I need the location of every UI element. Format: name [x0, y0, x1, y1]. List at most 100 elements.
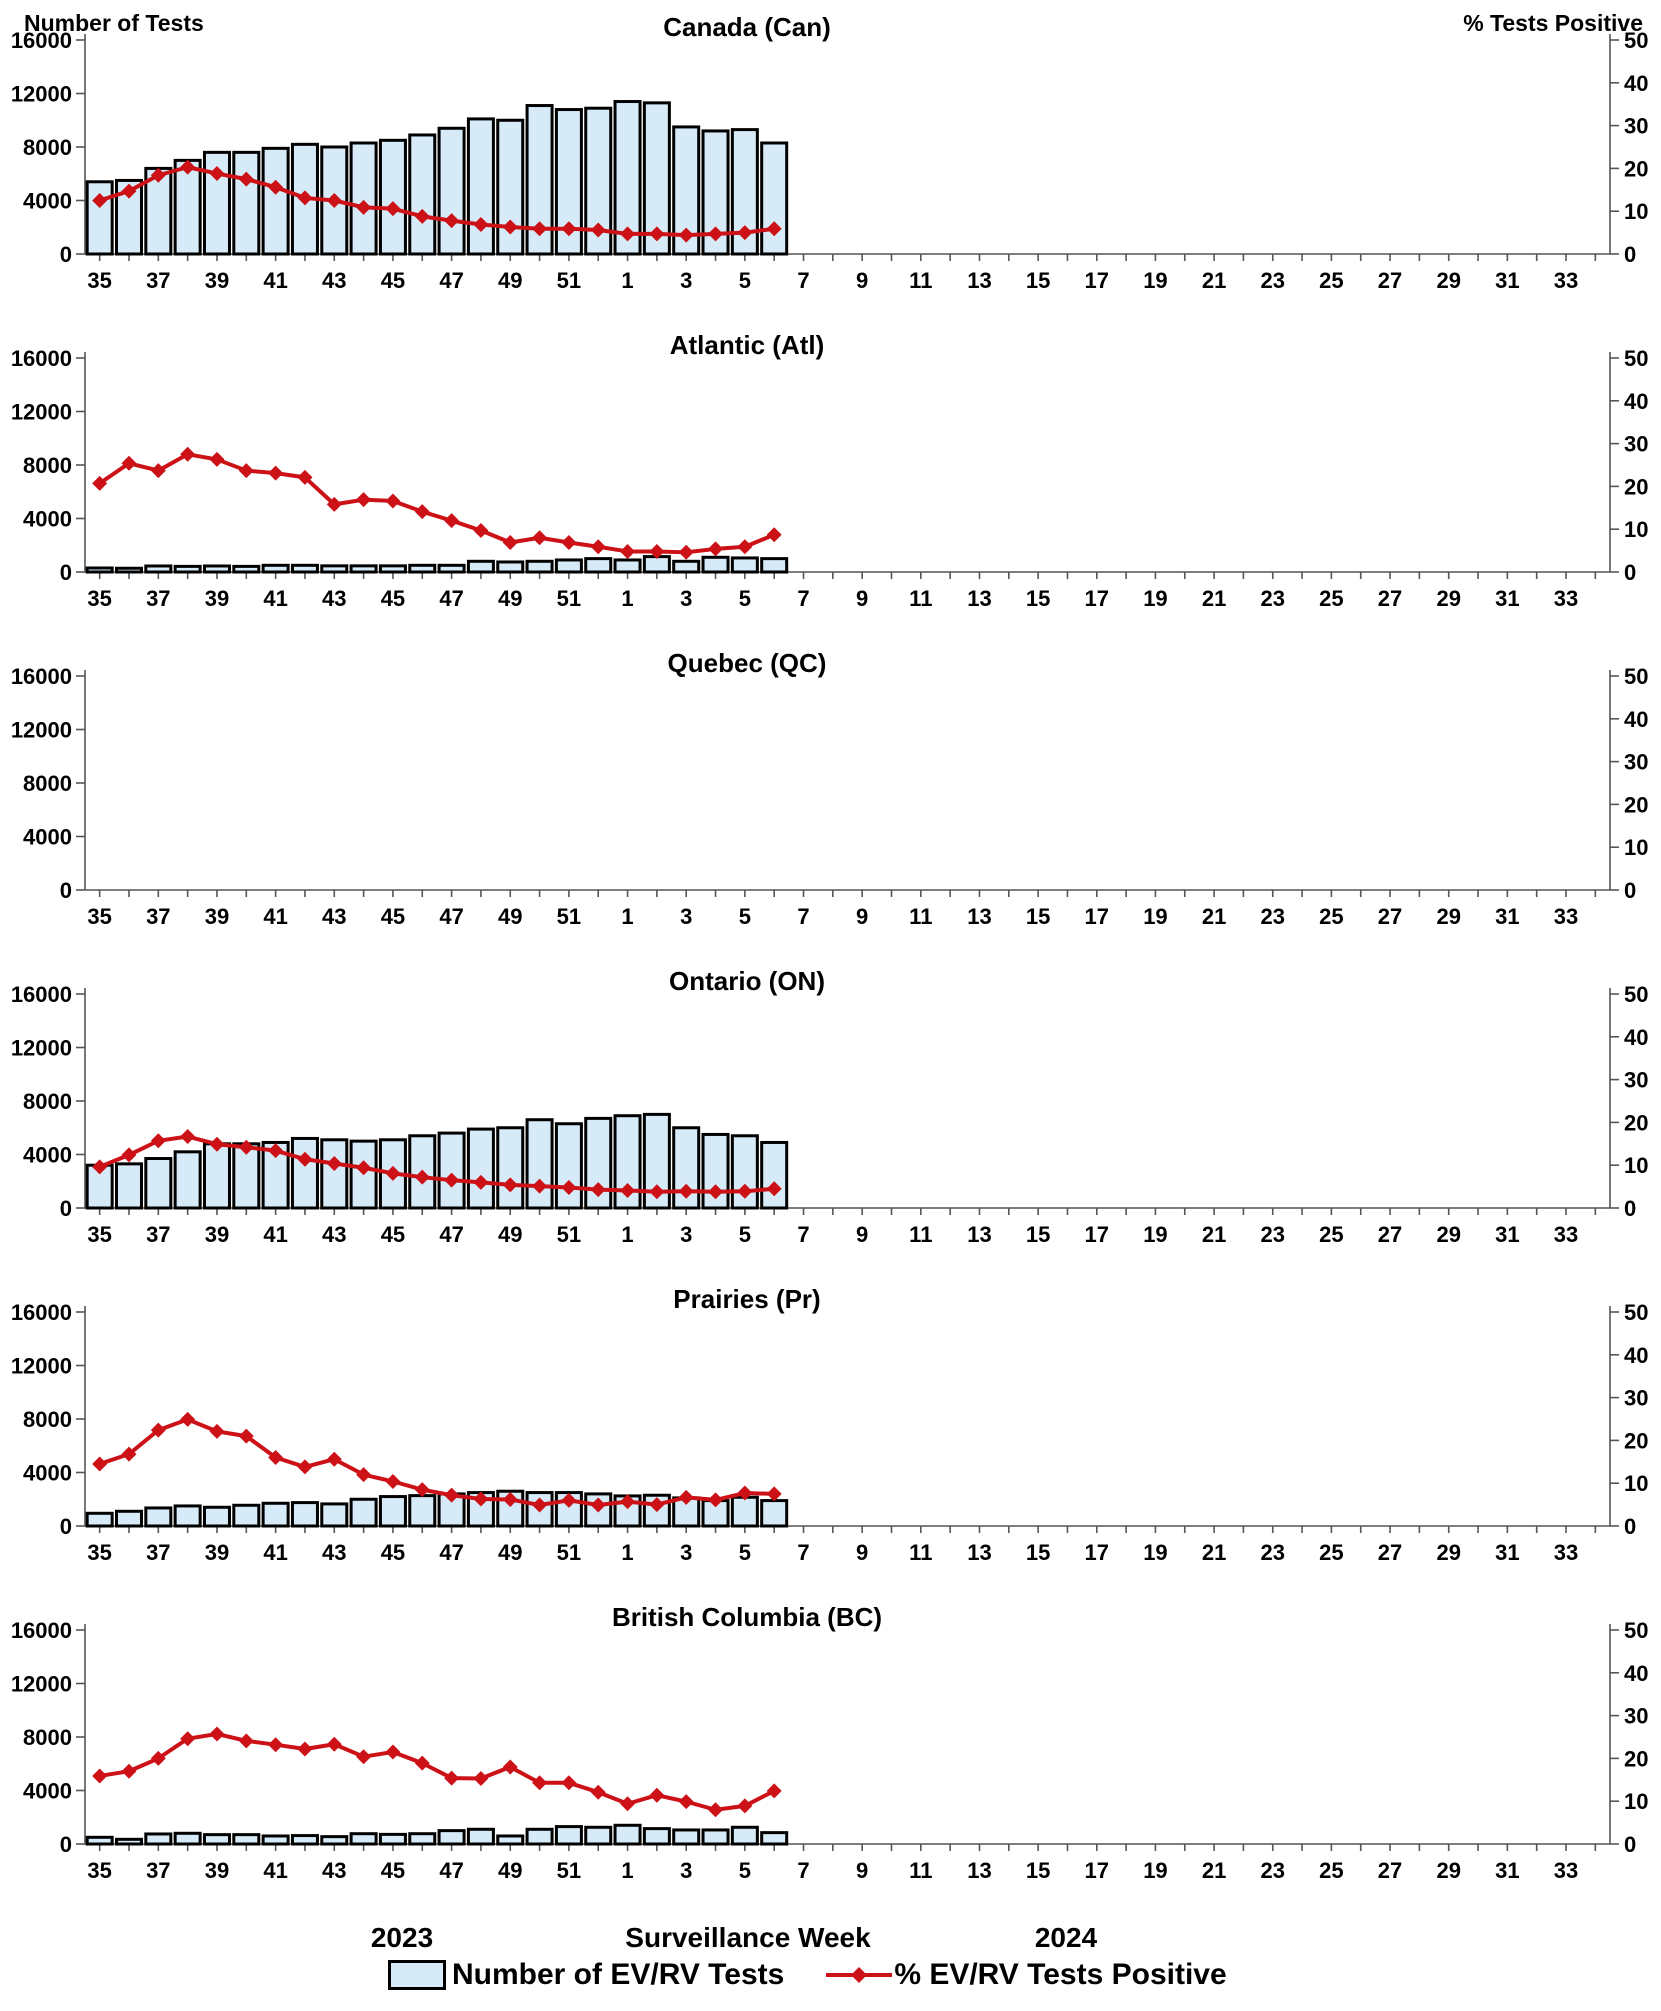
- svg-text:27: 27: [1378, 904, 1402, 929]
- panel-prairies-title: Prairies (Pr): [673, 1284, 820, 1314]
- svg-text:39: 39: [205, 1222, 229, 1247]
- svg-text:5: 5: [739, 586, 751, 611]
- svg-text:21: 21: [1202, 904, 1226, 929]
- svg-text:20: 20: [1624, 792, 1648, 817]
- svg-text:0: 0: [60, 1514, 72, 1539]
- svg-text:17: 17: [1085, 1858, 1109, 1883]
- svg-text:15: 15: [1026, 586, 1050, 611]
- svg-text:5: 5: [739, 1540, 751, 1565]
- svg-text:0: 0: [1624, 1196, 1636, 1221]
- legend: Number of EV/RV Tests % EV/RV Tests Posi…: [388, 1960, 1227, 1990]
- svg-text:17: 17: [1085, 1540, 1109, 1565]
- svg-text:35: 35: [87, 268, 111, 293]
- svg-text:27: 27: [1378, 268, 1402, 293]
- svg-text:23: 23: [1260, 1858, 1284, 1883]
- panel-prairies-chart: Prairies (Pr) 0 4000 8000 12000 16000 0 10 20 30 4…: [11, 1284, 1649, 1565]
- svg-text:41: 41: [263, 1222, 287, 1247]
- svg-text:43: 43: [322, 904, 346, 929]
- svg-text:41: 41: [263, 1540, 287, 1565]
- svg-text:17: 17: [1085, 586, 1109, 611]
- svg-text:0: 0: [1624, 1832, 1636, 1857]
- panel-quebec-title: Quebec (QC): [668, 648, 827, 678]
- svg-text:7: 7: [797, 1858, 809, 1883]
- svg-text:35: 35: [87, 1222, 111, 1247]
- svg-text:23: 23: [1260, 268, 1284, 293]
- svg-text:29: 29: [1436, 904, 1460, 929]
- svg-text:1: 1: [621, 1858, 633, 1883]
- svg-text:37: 37: [146, 904, 170, 929]
- svg-text:21: 21: [1202, 586, 1226, 611]
- svg-text:7: 7: [797, 904, 809, 929]
- svg-text:1: 1: [621, 268, 633, 293]
- svg-text:3: 3: [680, 1222, 692, 1247]
- svg-text:39: 39: [205, 904, 229, 929]
- svg-text:39: 39: [205, 1540, 229, 1565]
- svg-text:33: 33: [1554, 1222, 1578, 1247]
- panel-british-columbia-chart: British Columbia (BC) 0 4000 8000 12000 16000…: [11, 1602, 1649, 1883]
- svg-text:19: 19: [1143, 586, 1167, 611]
- svg-text:43: 43: [322, 1858, 346, 1883]
- svg-text:33: 33: [1554, 1858, 1578, 1883]
- svg-text:49: 49: [498, 1858, 522, 1883]
- svg-text:25: 25: [1319, 1222, 1343, 1247]
- panel-canada-chart: Canada (Can) 0 4000 8000 12000 16000 0 10 20 30 40…: [11, 12, 1649, 293]
- svg-text:27: 27: [1378, 1222, 1402, 1247]
- svg-text:4000: 4000: [23, 825, 72, 850]
- svg-text:11: 11: [909, 1222, 932, 1247]
- svg-text:30: 30: [1624, 1386, 1648, 1411]
- svg-text:49: 49: [498, 1222, 522, 1247]
- svg-text:5: 5: [739, 1222, 751, 1247]
- svg-text:27: 27: [1378, 586, 1402, 611]
- svg-text:51: 51: [557, 268, 581, 293]
- svg-text:0: 0: [60, 1832, 72, 1857]
- svg-text:51: 51: [557, 1540, 581, 1565]
- svg-text:0: 0: [60, 1196, 72, 1221]
- svg-text:30: 30: [1624, 750, 1648, 775]
- svg-text:30: 30: [1624, 114, 1648, 139]
- svg-text:23: 23: [1260, 904, 1284, 929]
- svg-text:23: 23: [1260, 1222, 1284, 1247]
- svg-text:37: 37: [146, 586, 170, 611]
- svg-text:15: 15: [1026, 904, 1050, 929]
- svg-text:12000: 12000: [11, 1354, 72, 1379]
- svg-text:31: 31: [1495, 1540, 1519, 1565]
- svg-text:8000: 8000: [23, 453, 72, 478]
- panel-ontario-title: Ontario (ON): [669, 966, 825, 996]
- svg-text:16000: 16000: [11, 1618, 72, 1643]
- svg-text:37: 37: [146, 1222, 170, 1247]
- svg-text:16000: 16000: [11, 28, 72, 53]
- panel-atlantic-title: Atlantic (Atl): [670, 330, 825, 360]
- svg-text:21: 21: [1202, 1858, 1226, 1883]
- svg-text:7: 7: [797, 1540, 809, 1565]
- svg-text:40: 40: [1624, 1343, 1648, 1368]
- svg-text:1: 1: [621, 1222, 633, 1247]
- svg-text:39: 39: [205, 1858, 229, 1883]
- svg-text:30: 30: [1624, 1068, 1648, 1093]
- svg-text:49: 49: [498, 1540, 522, 1565]
- svg-text:29: 29: [1436, 1540, 1460, 1565]
- year-2023-label: 2023: [370, 1922, 434, 1953]
- svg-text:13: 13: [967, 268, 991, 293]
- svg-text:25: 25: [1319, 1858, 1343, 1883]
- svg-text:35: 35: [87, 1858, 111, 1883]
- svg-text:50: 50: [1624, 28, 1648, 53]
- svg-text:16000: 16000: [11, 1300, 72, 1325]
- panel-canada-positivity-line: [92, 159, 782, 243]
- svg-text:3: 3: [680, 1540, 692, 1565]
- svg-text:0: 0: [60, 560, 72, 585]
- svg-text:50: 50: [1624, 664, 1648, 689]
- svg-text:25: 25: [1319, 1540, 1343, 1565]
- svg-text:8000: 8000: [23, 1725, 72, 1750]
- svg-text:23: 23: [1260, 1540, 1284, 1565]
- svg-text:21: 21: [1202, 1540, 1226, 1565]
- svg-text:1: 1: [621, 904, 633, 929]
- panel-british-columbia-bars: [85, 1823, 789, 1846]
- svg-text:35: 35: [87, 904, 111, 929]
- svg-text:5: 5: [739, 268, 751, 293]
- svg-text:49: 49: [498, 586, 522, 611]
- svg-text:15: 15: [1026, 1540, 1050, 1565]
- svg-text:47: 47: [439, 1540, 463, 1565]
